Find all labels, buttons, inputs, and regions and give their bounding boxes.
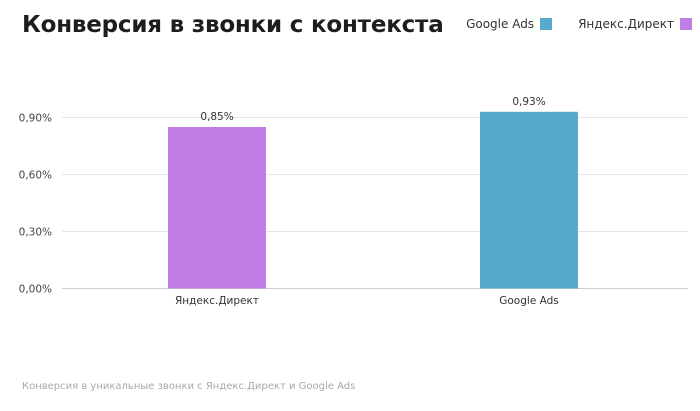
legend-item-yandex-direct: Яндекс.Директ bbox=[578, 17, 692, 31]
legend-item-google-ads: Google Ads bbox=[466, 17, 553, 31]
y-tick-label: 0,60% bbox=[19, 170, 52, 182]
chart-legend: Google Ads Яндекс.Директ bbox=[466, 17, 692, 31]
chart-caption: Конверсия в уникальные звонки с Яндекс.Д… bbox=[22, 381, 356, 392]
x-tick-label: Google Ads bbox=[499, 295, 559, 307]
chart-title: Конверсия в звонки с контекста bbox=[22, 12, 444, 38]
bar bbox=[168, 127, 266, 289]
legend-label-google-ads: Google Ads bbox=[466, 17, 535, 31]
y-tick-label: 0,00% bbox=[19, 284, 52, 296]
y-tick-label: 0,30% bbox=[19, 227, 52, 239]
legend-label-yandex-direct: Яндекс.Директ bbox=[578, 17, 674, 31]
bar bbox=[480, 111, 578, 289]
x-tick-label: Яндекс.Директ bbox=[175, 295, 259, 307]
legend-swatch-yandex-direct bbox=[680, 18, 692, 30]
data-label: 0,93% bbox=[512, 96, 545, 108]
legend-swatch-google-ads bbox=[540, 18, 553, 30]
y-tick-label: 0,90% bbox=[19, 113, 52, 125]
data-label: 0,85% bbox=[200, 111, 233, 123]
